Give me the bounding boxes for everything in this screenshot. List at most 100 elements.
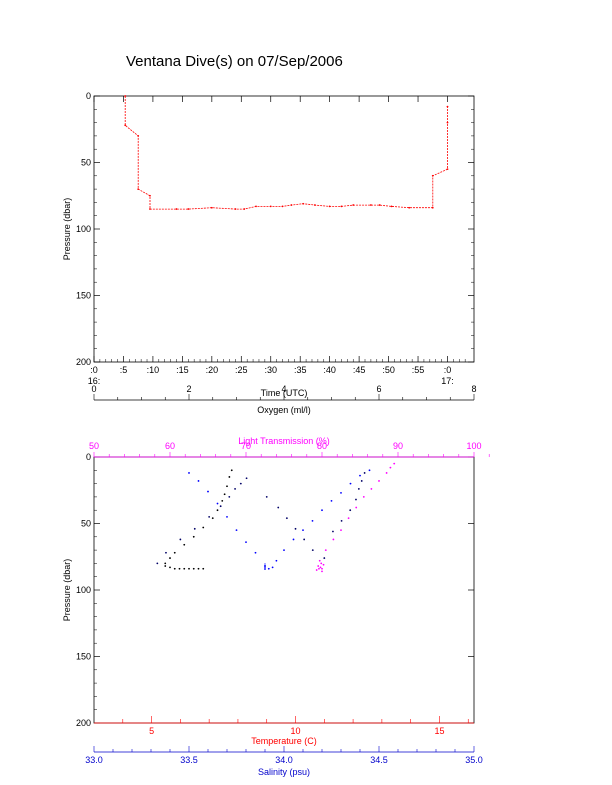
y-tick-label: 50 xyxy=(81,519,91,529)
oxygen-tick-label: 0 xyxy=(91,384,96,394)
pressure-trace-point xyxy=(446,168,449,171)
light-transmission-point xyxy=(321,567,323,570)
salinity-point xyxy=(359,474,361,477)
oxygen-point xyxy=(228,476,231,478)
pressure-trace-point xyxy=(302,202,305,205)
light-transmission-point xyxy=(385,472,388,474)
salinity-tick-label: 34.5 xyxy=(370,755,388,765)
salinity-point xyxy=(340,492,342,494)
y-tick-label: 100 xyxy=(76,224,91,234)
temperature-point xyxy=(360,480,363,482)
pressure-trace-point xyxy=(290,204,293,206)
oxygen-point xyxy=(169,566,171,569)
oxygen-point xyxy=(192,535,195,538)
pressure-trace-point xyxy=(175,208,178,210)
salinity-tick-label: 33.0 xyxy=(85,755,103,765)
x-tick-label: :5 xyxy=(120,365,128,375)
salinity-tick-label: 35.0 xyxy=(465,755,483,765)
salinity-point xyxy=(349,482,352,485)
time-series-data xyxy=(124,95,449,210)
oxygen-point xyxy=(221,499,224,502)
pressure-trace-point xyxy=(149,194,151,197)
salinity-point xyxy=(330,499,333,502)
profile-data: i xyxy=(156,462,396,573)
salinity-point xyxy=(245,541,247,544)
x-tick-label: :50 xyxy=(382,365,395,375)
temperature-point xyxy=(340,519,343,522)
salinity-point xyxy=(271,566,274,569)
oxygen-tick-label: 2 xyxy=(186,384,191,394)
pressure-trace-point xyxy=(408,206,411,209)
salinity-point xyxy=(216,502,219,505)
salinity-marker: i xyxy=(264,562,267,572)
light-transmission-point xyxy=(315,569,318,571)
temperature-point xyxy=(332,530,334,533)
pressure-trace-point xyxy=(281,205,284,208)
salinity-point xyxy=(283,549,285,551)
oxygen-point xyxy=(169,557,171,559)
light-transmission-point xyxy=(332,538,335,541)
temperature-point xyxy=(303,538,306,541)
light-transmission-point xyxy=(370,488,373,490)
pressure-trace-point xyxy=(390,205,393,208)
light-transmission-point xyxy=(324,549,327,551)
time-series-y-axis: 0 50 100 150 200 xyxy=(76,91,474,367)
pressure-trace-point xyxy=(137,188,140,191)
temperature-point xyxy=(311,549,314,551)
profile-plot-frame xyxy=(93,456,475,724)
light-transmission-point xyxy=(317,565,320,567)
temperature-point xyxy=(294,527,297,530)
oxygen-point xyxy=(178,567,181,570)
x-tick-label: :20 xyxy=(206,365,219,375)
oxygen-point xyxy=(223,493,226,496)
light-transmission-point xyxy=(378,480,380,482)
temperature-point xyxy=(265,496,268,498)
x-tick-label: :10 xyxy=(147,365,160,375)
y-tick-label: 200 xyxy=(76,357,91,367)
temperature-point xyxy=(363,472,366,474)
temperature-point xyxy=(165,551,167,554)
oxygen-point xyxy=(197,567,200,570)
x-tick-label: :30 xyxy=(264,365,277,375)
pressure-trace-point xyxy=(255,205,257,208)
light-transmission-point xyxy=(321,570,323,573)
pressure-trace-point xyxy=(328,205,331,208)
temperature-point xyxy=(277,506,280,509)
light-transmission-point xyxy=(389,466,392,469)
pressure-trace-point xyxy=(369,204,372,206)
oxygen-point xyxy=(188,567,190,570)
x-tick-label: :40 xyxy=(323,365,336,375)
temperature-point xyxy=(193,527,196,530)
light-transmission-tick-label: 80 xyxy=(317,441,327,451)
oxygen-point xyxy=(226,485,228,488)
x-hour-label: 16: xyxy=(88,376,101,386)
temperature-point xyxy=(355,498,357,501)
light-transmission-point xyxy=(318,567,320,570)
x-tick-label: :15 xyxy=(176,365,189,375)
light-transmission-tick-label: 90 xyxy=(393,441,403,451)
light-transmission-tick-label: 50 xyxy=(89,441,99,451)
temperature-tick-label: 10 xyxy=(291,726,301,736)
light-transmission-tick-label: 70 xyxy=(241,441,251,451)
pressure-trace-point xyxy=(340,205,343,208)
x-tick-label: :35 xyxy=(294,365,307,375)
temperature-point xyxy=(156,562,159,565)
oxygen-point xyxy=(230,469,233,472)
pressure-trace-point xyxy=(314,204,316,206)
pressure-trace-point xyxy=(149,208,151,210)
pressure-trace-point xyxy=(431,206,434,209)
light-transmission-point xyxy=(319,566,322,569)
temperature-point xyxy=(349,509,352,512)
x-tick-label: :0 xyxy=(444,365,452,375)
salinity-point xyxy=(235,529,238,532)
salinity-point xyxy=(207,490,209,493)
salinity-axis-label: Salinity (psu) xyxy=(258,767,310,777)
time-series-y-label: Pressure (dbar) xyxy=(62,198,72,261)
salinity-point xyxy=(197,480,200,482)
time-series-panel: 0 50 100 150 200 :0:5:10:15:20:25:30:35:40:4… xyxy=(62,91,475,398)
y-tick-label: 150 xyxy=(76,652,91,662)
oxygen-point xyxy=(164,562,167,565)
temperature-tick-label: 5 xyxy=(149,726,154,736)
pressure-trace-point xyxy=(243,208,246,210)
